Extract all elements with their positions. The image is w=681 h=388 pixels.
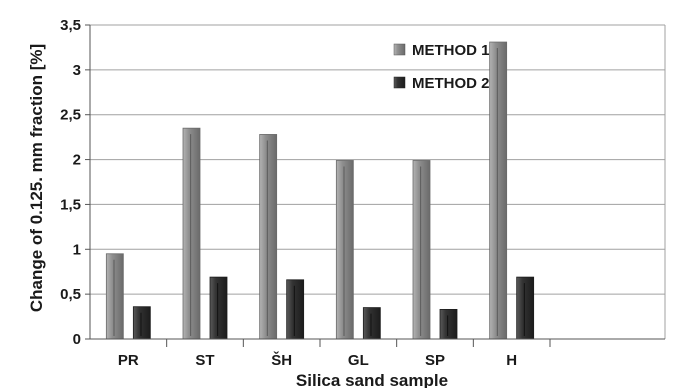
bar-method-1-sp <box>412 160 431 340</box>
y-axis-title: Change of 0.125. mm fraction [%] <box>27 44 46 312</box>
x-tick-label: ŠH <box>271 351 292 369</box>
x-tick-label: ST <box>195 352 214 369</box>
y-tick-label: 2 <box>73 152 81 169</box>
x-tick-label: H <box>506 352 517 369</box>
legend-swatch-method-2 <box>393 76 406 89</box>
x-tick-label: GL <box>348 352 369 369</box>
legend: METHOD 1 METHOD 2 <box>393 42 490 92</box>
bar-method-1-šh <box>259 134 278 340</box>
y-tick-label: 1 <box>73 241 81 258</box>
x-tick-label: SP <box>425 352 445 369</box>
legend-label-method-1: METHOD 1 <box>412 42 490 59</box>
y-tick-label: 3,5 <box>60 17 81 34</box>
y-tick-label: 3 <box>73 62 81 79</box>
bar-method-1-pr <box>105 253 124 340</box>
bar-method-2-šh <box>286 279 305 340</box>
y-tick-label: 1,5 <box>60 196 81 213</box>
bar-method-2-st <box>209 276 228 340</box>
axes: 0 0,5 1 1,5 2 2,5 3 3,5 PR ST ŠH GL SP H <box>60 17 666 369</box>
legend-swatch-method-1 <box>393 43 406 56</box>
bar-method-1-gl <box>335 160 354 340</box>
bar-method-1-st <box>182 127 201 340</box>
bar-method-2-gl <box>362 307 381 340</box>
bar-method-1-h <box>489 41 508 340</box>
bar-method-2-h <box>516 276 535 340</box>
y-tick-label: 0 <box>73 331 81 348</box>
legend-label-method-2: METHOD 2 <box>412 75 490 92</box>
y-tick-label: 0,5 <box>60 286 81 303</box>
bar-method-2-sp <box>439 308 458 340</box>
bar-method-2-pr <box>132 306 151 340</box>
gridlines <box>90 24 665 295</box>
y-tick-label: 2,5 <box>60 107 81 124</box>
x-axis-title: Silica sand sample <box>296 371 448 388</box>
x-tick-label: PR <box>118 352 139 369</box>
